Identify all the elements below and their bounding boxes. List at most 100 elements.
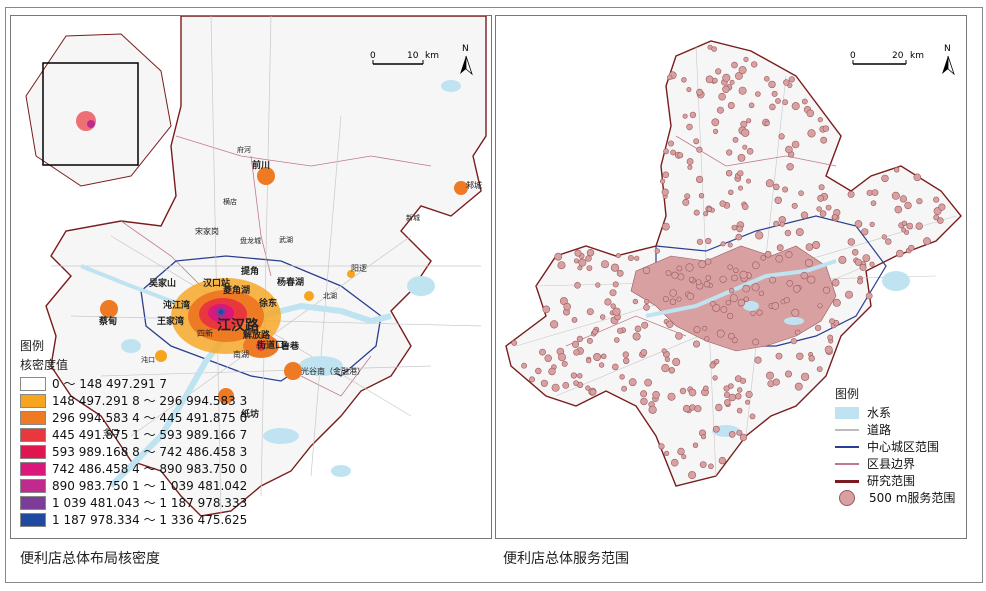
place-label: 阳逻 <box>351 263 367 273</box>
service-area-circle <box>736 407 743 414</box>
service-area-circle <box>711 46 717 52</box>
service-area-circle <box>562 381 570 389</box>
service-area-circle <box>709 362 716 369</box>
legend-subtitle: 核密度值 <box>20 358 69 372</box>
service-area-circle <box>779 221 785 227</box>
service-area-circle <box>908 244 915 252</box>
service-area-circle <box>785 145 793 154</box>
service-area-circle <box>585 385 591 391</box>
service-area-circle <box>718 456 727 465</box>
service-area-circle <box>771 90 778 97</box>
place-label: 街道口 <box>256 339 284 351</box>
service-area-circle <box>551 383 560 392</box>
legend-class-row: 1 039 481.043 ～ 1 187 978.333 <box>20 494 270 511</box>
service-area-circle <box>668 367 676 374</box>
service-area-circle <box>854 220 863 228</box>
service-area-circle <box>612 281 619 288</box>
service-area-circle <box>665 270 672 276</box>
service-area-circle <box>737 153 746 162</box>
service-area-circle <box>692 442 699 448</box>
legend-class-row: 1 187 978.334 ～ 1 336 475.625 <box>20 511 270 528</box>
service-area-circle <box>750 310 756 316</box>
service-area-circle <box>561 360 568 367</box>
service-area-circle <box>743 296 750 302</box>
place-label: 邾城 <box>466 180 482 190</box>
legend-class-label: 0 ～ 148 497.291 7 <box>52 377 168 391</box>
service-area-circle <box>881 234 887 240</box>
service-area-circle <box>676 296 682 302</box>
service-area-circle <box>725 170 733 177</box>
service-area-circle <box>731 337 738 344</box>
service-area-circle <box>571 316 578 323</box>
service-area-circle <box>578 258 587 267</box>
service-area-circle <box>600 353 607 360</box>
service-area-circle <box>677 152 684 159</box>
service-area-circle <box>760 255 767 261</box>
service-area-circle <box>671 271 679 279</box>
service-area-circle <box>737 387 743 393</box>
service-area-circle <box>573 258 580 264</box>
service-area-circle <box>791 102 800 111</box>
service-area-circle <box>774 196 782 205</box>
service-area-circle <box>790 338 797 345</box>
service-area-circle <box>563 302 571 311</box>
scale-bar: 0 20 km <box>850 51 924 65</box>
legend-class-row: 148 497.291 8 ～ 296 994.583 3 <box>20 392 270 409</box>
service-area-circle <box>586 337 593 344</box>
road-legend-icon <box>835 424 859 436</box>
legend-swatch <box>20 410 46 425</box>
service-area-circle <box>694 405 702 413</box>
service-area-circle <box>641 321 649 329</box>
service-area-circle <box>676 265 683 272</box>
service-area-circle <box>710 300 716 307</box>
service-area-circle <box>712 303 721 312</box>
service-area-circle <box>771 301 780 310</box>
service-area-circle <box>792 284 801 293</box>
service-area-map-panel: 0 20 km N <box>495 15 967 539</box>
place-label: 菱角湖 <box>223 284 250 296</box>
service-area-circle <box>715 68 722 75</box>
service-area-circle <box>751 283 760 292</box>
place-label: 解放路 <box>243 329 271 341</box>
service-area-circle <box>698 193 705 199</box>
service-area-circle <box>748 102 755 109</box>
service-area-circle <box>696 238 703 245</box>
service-area-circle <box>728 189 734 196</box>
legend-swatch <box>20 393 46 408</box>
service-area-circle <box>861 228 869 236</box>
service-area-circle <box>703 385 709 392</box>
service-area-circle <box>827 334 834 341</box>
legend-class-label: 1 187 978.334 ～ 1 336 475.625 <box>52 513 248 527</box>
legend-swatch <box>20 444 46 459</box>
service-area-circle <box>824 345 833 354</box>
service-area-circle <box>895 249 904 258</box>
service-area-circle <box>933 214 940 221</box>
service-area-circle <box>812 241 821 250</box>
service-area-circle <box>640 390 648 398</box>
service-area-circle <box>765 179 774 188</box>
service-area-circle <box>894 205 903 214</box>
legend-class-row: 296 994.583 4 ～ 445 491.875 0 <box>20 409 270 426</box>
service-area-circle <box>778 133 785 140</box>
service-area-circle <box>698 260 707 269</box>
service-area-circle <box>610 263 620 272</box>
service-area-circle <box>775 254 784 263</box>
service-area-circle <box>664 356 670 363</box>
service-area-circle <box>528 376 535 383</box>
service-area-circle <box>681 454 687 460</box>
service-area-circle <box>686 292 695 300</box>
service-area-circle <box>739 377 747 384</box>
service-area-circle <box>731 61 738 69</box>
service-area-circle <box>643 304 650 311</box>
legend-class-row: 0 ～ 148 497.291 7 <box>20 375 270 392</box>
service-area-circle <box>627 255 634 262</box>
service-area-circle <box>936 217 944 224</box>
service-area-circle <box>733 267 739 274</box>
service-area-circle <box>696 175 704 183</box>
service-area-circle <box>669 289 677 297</box>
service-area-circle <box>786 163 794 171</box>
service-area-circle <box>713 128 719 134</box>
legend-class-row: 593 989.168 8 ～ 742 486.458 3 <box>20 443 270 460</box>
service-area-circle <box>666 320 674 328</box>
service-area-circle <box>727 242 733 248</box>
